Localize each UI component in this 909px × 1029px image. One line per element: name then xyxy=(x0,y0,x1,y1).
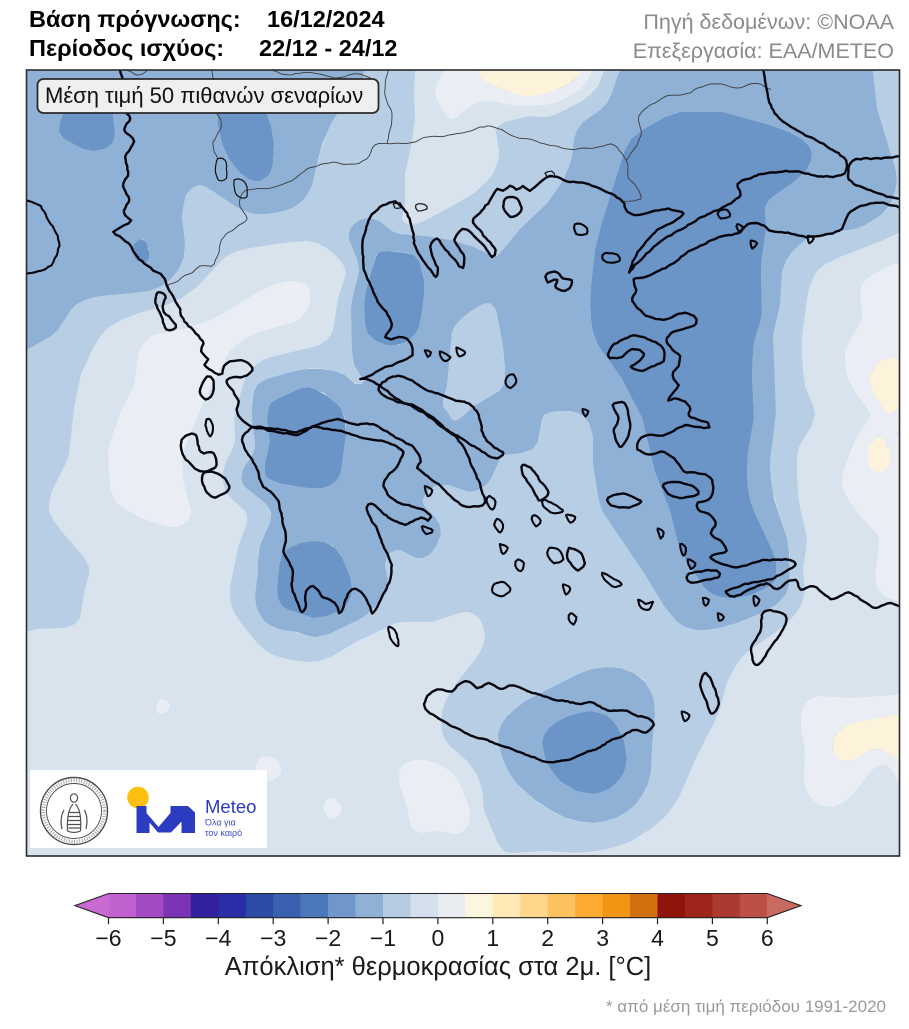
svg-text:−4: −4 xyxy=(205,925,231,951)
svg-text:4: 4 xyxy=(651,925,664,951)
svg-text:Πηγή δεδομένων: ©NOAA: Πηγή δεδομένων: ©NOAA xyxy=(643,10,894,34)
svg-text:1: 1 xyxy=(486,925,499,951)
svg-text:2: 2 xyxy=(541,925,554,951)
svg-text:Όλα για: Όλα για xyxy=(204,818,236,828)
svg-text:−1: −1 xyxy=(370,925,396,951)
svg-text:τον καιρό: τον καιρό xyxy=(205,828,242,838)
svg-text:22/12 - 24/12: 22/12 - 24/12 xyxy=(259,35,398,61)
svg-text:Απόκλιση* θερμοκρασίας στα 2μ.: Απόκλιση* θερμοκρασίας στα 2μ. [°C] xyxy=(225,953,651,981)
svg-text:16/12/2024: 16/12/2024 xyxy=(267,6,385,32)
svg-text:Περίοδος ισχύος:: Περίοδος ισχύος: xyxy=(29,35,224,61)
svg-text:0: 0 xyxy=(432,925,445,951)
svg-text:5: 5 xyxy=(706,925,719,951)
svg-text:Μέση τιμή 50 πιθανών σεναρίων: Μέση τιμή 50 πιθανών σεναρίων xyxy=(45,83,363,108)
svg-text:−3: −3 xyxy=(260,925,286,951)
svg-text:3: 3 xyxy=(596,925,609,951)
svg-text:Επεξεργασία: ΕΑΑ/ΜΕΤΕΟ: Επεξεργασία: ΕΑΑ/ΜΕΤΕΟ xyxy=(633,39,894,63)
svg-text:−6: −6 xyxy=(95,925,121,951)
svg-text:6: 6 xyxy=(761,925,774,951)
svg-text:Βάση πρόγνωσης:: Βάση πρόγνωσης: xyxy=(29,6,241,32)
svg-text:−5: −5 xyxy=(150,925,176,951)
svg-text:−2: −2 xyxy=(315,925,341,951)
svg-text:* από μέση τιμή περιόδου 1991-: * από μέση τιμή περιόδου 1991-2020 xyxy=(606,997,886,1016)
svg-text:Meteo: Meteo xyxy=(205,796,256,817)
